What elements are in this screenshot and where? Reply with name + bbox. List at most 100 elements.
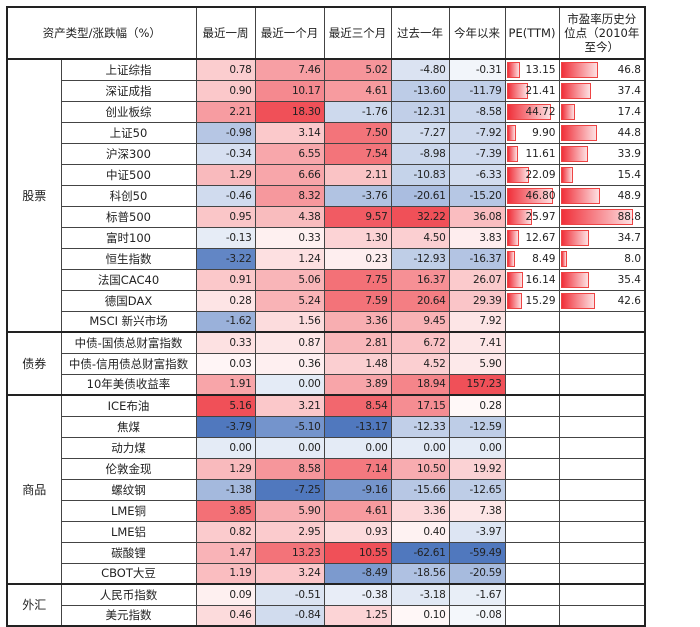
pe-bar-cell bbox=[504, 499, 560, 522]
bar-value: 35.4 bbox=[617, 273, 641, 286]
table-row: 螺纹钢 -1.38 -7.25 -9.16 -15.66 -12.65 bbox=[7, 478, 646, 501]
asset-name: 上证50 bbox=[60, 121, 197, 144]
data-bar bbox=[506, 145, 519, 162]
percentile-bar-cell bbox=[558, 541, 646, 564]
heat-cell: 2.81 bbox=[323, 331, 392, 354]
heat-cell: 1.56 bbox=[254, 310, 325, 333]
heat-cell: 0.40 bbox=[390, 520, 450, 543]
heat-cell: 7.50 bbox=[323, 121, 392, 144]
heat-cell: 0.00 bbox=[195, 436, 256, 459]
pe-bar-cell bbox=[504, 583, 560, 606]
asset-name: 法国CAC40 bbox=[60, 268, 197, 291]
percentile-bar-cell: 17.4 bbox=[558, 100, 646, 123]
heat-cell: 5.16 bbox=[195, 394, 256, 417]
pe-bar-cell: 15.29 bbox=[504, 289, 560, 312]
heat-cell: -0.84 bbox=[254, 604, 325, 627]
heat-cell: 32.22 bbox=[390, 205, 450, 228]
heat-cell: 1.91 bbox=[195, 373, 256, 396]
heat-cell: 9.57 bbox=[323, 205, 392, 228]
asset-name: LME铝 bbox=[60, 520, 197, 543]
heat-cell: 2.11 bbox=[323, 163, 392, 186]
heat-cell: -0.13 bbox=[195, 226, 256, 249]
heat-cell: 0.95 bbox=[195, 205, 256, 228]
heat-cell: 7.59 bbox=[323, 289, 392, 312]
data-bar bbox=[560, 82, 591, 99]
heat-cell: 4.61 bbox=[323, 79, 392, 102]
heat-cell: -7.39 bbox=[448, 142, 506, 165]
data-bar bbox=[560, 103, 575, 120]
heat-cell: 0.36 bbox=[254, 352, 325, 375]
bar-value: 88.8 bbox=[617, 210, 641, 223]
asset-name: MSCI 新兴市场 bbox=[60, 310, 197, 333]
heat-cell: 36.08 bbox=[448, 205, 506, 228]
heat-cell: -1.76 bbox=[323, 100, 392, 123]
bar-value: 22.09 bbox=[525, 168, 556, 181]
data-bar bbox=[506, 82, 528, 99]
percentile-bar-cell: 37.4 bbox=[558, 79, 646, 102]
data-bar bbox=[506, 166, 529, 183]
table-row: MSCI 新兴市场 -1.62 1.56 3.36 9.45 7.92 bbox=[7, 310, 646, 333]
heat-cell: 10.55 bbox=[323, 541, 392, 564]
heat-cell: -8.58 bbox=[448, 100, 506, 123]
heat-cell: 29.39 bbox=[448, 289, 506, 312]
heat-cell: 0.33 bbox=[254, 226, 325, 249]
asset-name: 动力煤 bbox=[60, 436, 197, 459]
data-bar bbox=[506, 208, 533, 225]
bar-value: 37.4 bbox=[617, 84, 641, 97]
heat-cell: 16.37 bbox=[390, 268, 450, 291]
data-bar bbox=[560, 229, 589, 246]
percentile-bar-cell: 42.6 bbox=[558, 289, 646, 312]
percentile-bar-cell bbox=[558, 415, 646, 438]
data-bar bbox=[506, 250, 515, 267]
asset-name: 标普500 bbox=[60, 205, 197, 228]
heat-cell: -1.62 bbox=[195, 310, 256, 333]
pe-bar-cell: 9.90 bbox=[504, 121, 560, 144]
heat-cell: 0.23 bbox=[323, 247, 392, 270]
heat-cell: 0.00 bbox=[448, 436, 506, 459]
data-bar bbox=[560, 124, 597, 141]
asset-name: 上证综指 bbox=[60, 58, 197, 81]
asset-name: ICE布油 bbox=[60, 394, 197, 417]
table-row: 碳酸锂 1.47 13.23 10.55 -62.61 -59.49 bbox=[7, 541, 646, 564]
heat-cell: 0.10 bbox=[390, 604, 450, 627]
heat-cell: 0.00 bbox=[390, 436, 450, 459]
table-row: 中债-信用债总财富指数 0.03 0.36 1.48 4.52 5.90 bbox=[7, 352, 646, 375]
heat-cell: -15.20 bbox=[448, 184, 506, 207]
heat-cell: -3.18 bbox=[390, 583, 450, 606]
column-header: 最近一周 bbox=[195, 6, 256, 60]
category-cell: 外汇 bbox=[6, 583, 62, 627]
heat-cell: 1.29 bbox=[195, 457, 256, 480]
heat-cell: 157.23 bbox=[448, 373, 506, 396]
heat-cell: 1.30 bbox=[323, 226, 392, 249]
heat-cell: 10.17 bbox=[254, 79, 325, 102]
heat-cell: -3.76 bbox=[323, 184, 392, 207]
data-bar bbox=[506, 62, 520, 78]
bar-value: 17.4 bbox=[617, 105, 641, 118]
percentile-bar-cell: 46.8 bbox=[558, 58, 646, 81]
heat-cell: 6.66 bbox=[254, 163, 325, 186]
percentile-bar-cell: 8.0 bbox=[558, 247, 646, 270]
percentile-bar-cell bbox=[558, 604, 646, 627]
bar-value: 46.80 bbox=[525, 189, 556, 202]
heat-cell: -7.92 bbox=[448, 121, 506, 144]
heat-cell: 7.54 bbox=[323, 142, 392, 165]
table-row: 德国DAX 0.28 5.24 7.59 20.64 29.39 15.29 42.6 bbox=[7, 289, 646, 312]
heat-cell: -12.59 bbox=[448, 415, 506, 438]
asset-name: 碳酸锂 bbox=[60, 541, 197, 564]
asset-name: 深证成指 bbox=[60, 79, 197, 102]
heat-cell: -1.67 bbox=[448, 583, 506, 606]
pe-bar-cell bbox=[504, 436, 560, 459]
category-cell: 商品 bbox=[6, 394, 62, 585]
heat-cell: 7.46 bbox=[254, 58, 325, 81]
bar-value: 12.67 bbox=[525, 231, 556, 244]
heat-cell: 0.28 bbox=[195, 289, 256, 312]
percentile-bar-cell bbox=[558, 436, 646, 459]
heat-cell: 26.07 bbox=[448, 268, 506, 291]
heat-cell: 8.54 bbox=[323, 394, 392, 417]
bar-value: 48.9 bbox=[617, 189, 641, 202]
bar-value: 44.8 bbox=[617, 126, 641, 139]
table-row: 法国CAC40 0.91 5.06 7.75 16.37 26.07 16.14 35.4 bbox=[7, 268, 646, 291]
pe-bar-cell bbox=[504, 331, 560, 354]
percentile-bar-cell: 34.7 bbox=[558, 226, 646, 249]
percentile-bar-cell bbox=[558, 310, 646, 333]
